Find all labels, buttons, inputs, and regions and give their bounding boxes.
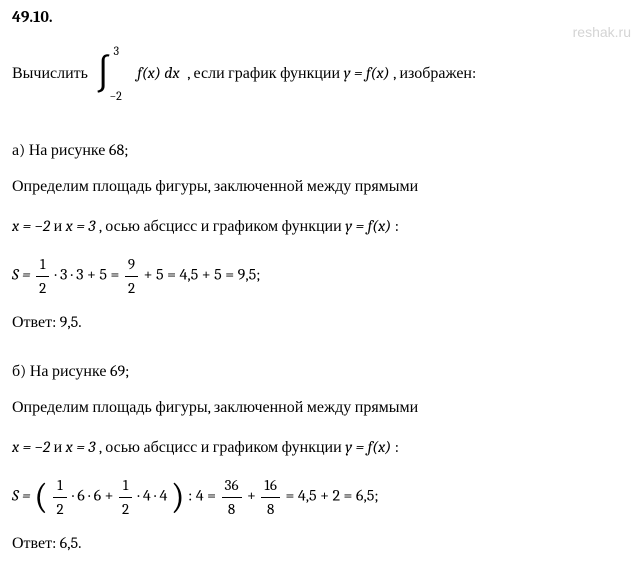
part-a-line2: x = −2 и x = 3 , осью абсцисс и графиком… [12, 214, 629, 240]
prompt-function: y = f(x) [344, 64, 390, 82]
frac-den: 2 [119, 498, 132, 521]
part-b-line2: x = −2 и x = 3 , осью абсцисс и графиком… [12, 435, 629, 461]
part-a-and: и [54, 217, 66, 235]
part-a-formula: S = 1 2 · 3 · 3 + 5 = 9 2 + 5 = 4,5 + 5 … [12, 253, 629, 299]
integrand: f(x) dx [137, 64, 179, 82]
part-b-line2-end: , осью абсцисс и графиком функции [99, 438, 345, 456]
part-b-answer: Ответ: 6,5. [12, 534, 629, 553]
part-b-label: б) На рисунке 69; [12, 362, 629, 381]
problem-number: 49.10. [12, 8, 629, 26]
part-a-label: а) На рисунке 68; [12, 141, 629, 160]
frac-den: 2 [36, 277, 49, 300]
part-a-frac1: 1 2 [36, 253, 49, 299]
paren-close-icon: ) [171, 483, 185, 512]
part-b-formula: S = ( 1 2 · 6 · 6 + 1 2 · 4 · 4 ) : 4 = … [12, 474, 629, 520]
frac-num: 16 [261, 474, 279, 498]
integral-upper-limit: 3 [114, 42, 120, 60]
part-b-and: и [54, 438, 66, 456]
frac-num: 9 [125, 253, 138, 277]
integrand-dx: dx [161, 64, 180, 82]
part-a-yfunc: y = f(x) [345, 217, 391, 235]
part-b-frac1: 1 2 [53, 474, 66, 520]
part-a-line2-end: , осью абсцисс и графиком функции [99, 217, 345, 235]
part-b-xeq2: x = 3 [66, 438, 96, 456]
frac-num: 1 [36, 253, 49, 277]
part-a-frac2: 9 2 [125, 253, 138, 299]
paren-open-icon: ( [34, 483, 48, 512]
frac-num: 36 [222, 474, 242, 498]
integral-lower-limit: −2 [110, 87, 122, 105]
part-b-xeq1: x = −2 [12, 438, 50, 456]
prompt-suffix: , если график функции [187, 64, 343, 82]
integral-expression: ∫ 3 −2 f(x) dx [96, 46, 180, 103]
part-a-xeq1: x = −2 [12, 217, 50, 235]
part-b-plus: + [247, 487, 259, 505]
part-a-xeq2: x = 3 [66, 217, 96, 235]
part-a-colon: : [395, 217, 399, 235]
part-a-answer: Ответ: 9,5. [12, 313, 629, 332]
frac-num: 1 [53, 474, 66, 498]
part-a-mid1: · 3 · 3 + 5 = [55, 266, 123, 284]
part-b-frac4: 16 8 [261, 474, 279, 520]
part-b-s: S = [12, 487, 34, 505]
part-b-end: = 4,5 + 2 = 6,5; [285, 487, 378, 505]
part-a-s: S = [12, 266, 34, 284]
part-b-mid2: · 4 · 4 [138, 487, 168, 505]
prompt-end: , изображен: [393, 64, 476, 82]
part-b-colon: : [395, 438, 399, 456]
part-b-frac3: 36 8 [222, 474, 242, 520]
part-a-mid2: + 5 = 4,5 + 5 = 9,5; [144, 266, 261, 284]
prompt-prefix: Вычислить [12, 64, 92, 82]
integrand-fx: f(x) [137, 64, 161, 82]
part-b-line1: Определим площадь фигуры, заключенной ме… [12, 395, 629, 421]
frac-den: 2 [53, 498, 66, 521]
frac-den: 8 [222, 498, 242, 521]
part-b-yfunc: y = f(x) [345, 438, 391, 456]
frac-den: 8 [261, 498, 279, 521]
part-b-mid1: · 6 · 6 + [72, 487, 117, 505]
watermark: reshak.ru [573, 24, 631, 40]
part-b-frac2: 1 2 [119, 474, 132, 520]
part-b-div: : 4 = [188, 487, 219, 505]
main-prompt: Вычислить ∫ 3 −2 f(x) dx , если график ф… [12, 46, 629, 103]
part-a-line1: Определим площадь фигуры, заключенной ме… [12, 174, 629, 200]
frac-num: 1 [119, 474, 132, 498]
frac-den: 2 [125, 277, 138, 300]
